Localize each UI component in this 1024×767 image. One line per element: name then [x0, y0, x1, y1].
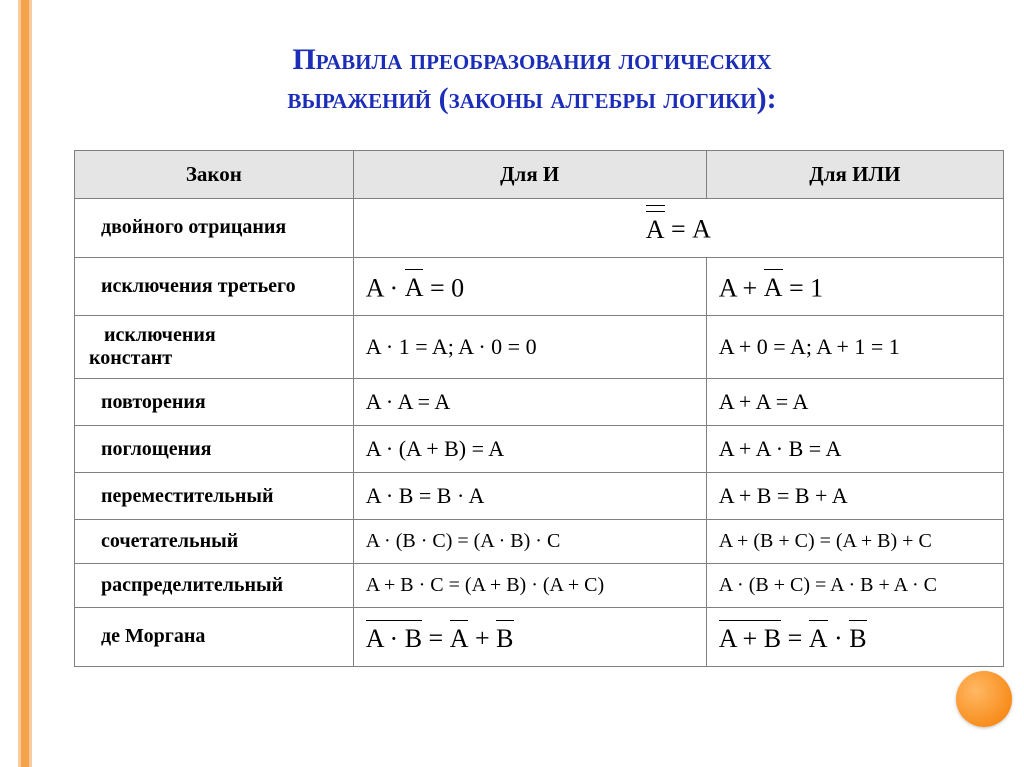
- eq: =: [781, 624, 809, 653]
- law-name: повторения: [75, 379, 354, 426]
- laws-table: Закон Для И Для ИЛИ двойного отрицания A…: [74, 150, 1004, 667]
- overline-ab: A + B: [719, 622, 781, 654]
- formula-and: A · A = 0: [353, 257, 706, 316]
- law-name: исключения констант: [75, 316, 354, 379]
- formula-or: A + (B + C) = (A + B) + C: [706, 520, 1003, 564]
- decor-stripe-inner: [21, 0, 29, 767]
- eq: =: [422, 624, 450, 653]
- law-name: де Моргана: [75, 608, 354, 667]
- formula-or: A + A = A: [706, 379, 1003, 426]
- page-title: Правила преобразования логических выраже…: [60, 40, 1004, 118]
- row-commutative: переместительный A · B = B · A A + B = B…: [75, 473, 1004, 520]
- table-header-row: Закон Для И Для ИЛИ: [75, 151, 1004, 199]
- title-line-1: Правила преобразования логических: [292, 43, 771, 76]
- overline-a: A: [405, 272, 424, 304]
- formula-and: A · B = B · A: [353, 473, 706, 520]
- overline-double: A: [646, 213, 665, 245]
- formula-and: A · (B · C) = (A · B) · C: [353, 520, 706, 564]
- formula-double-negation: A = A: [353, 199, 1003, 258]
- row-excluded-middle: исключения третьего A · A = 0 A + A = 1: [75, 257, 1004, 316]
- formula-and: A · 1 = A; A · 0 = 0: [353, 316, 706, 379]
- formula-and: A + B · C = (A + B) · (A + C): [353, 564, 706, 608]
- row-double-negation: двойного отрицания A = A: [75, 199, 1004, 258]
- row-absorption: поглощения A · (A + B) = A A + A · B = A: [75, 426, 1004, 473]
- row-de-morgan: де Моргана A · B = A + B A + B = A · B: [75, 608, 1004, 667]
- formula-or: A + B = A · B: [706, 608, 1003, 667]
- law-name: поглощения: [75, 426, 354, 473]
- overline-a: A: [450, 622, 469, 654]
- law-name-line2: констант: [89, 347, 172, 369]
- formula-and: A · A = A: [353, 379, 706, 426]
- overline-a: A: [809, 622, 828, 654]
- header-and: Для И: [353, 151, 706, 199]
- rest: = 0: [423, 273, 464, 302]
- row-idempotent: повторения A · A = A A + A = A: [75, 379, 1004, 426]
- overline-b: B: [849, 622, 866, 654]
- decor-circle-icon: [956, 671, 1012, 727]
- header-law: Закон: [75, 151, 354, 199]
- law-name: переместительный: [75, 473, 354, 520]
- law-name: сочетательный: [75, 520, 354, 564]
- law-name: исключения третьего: [75, 257, 354, 316]
- header-or: Для ИЛИ: [706, 151, 1003, 199]
- dot: ·: [828, 624, 850, 653]
- row-associative: сочетательный A · (B · C) = (A · B) · C …: [75, 520, 1004, 564]
- overline-a: A: [764, 272, 783, 304]
- row-constants: исключения констант A · 1 = A; A · 0 = 0…: [75, 316, 1004, 379]
- overline-ab: A · B: [366, 622, 422, 654]
- title-line-2: выражений (законы алгебры логики):: [287, 82, 776, 115]
- overline-b: B: [496, 622, 513, 654]
- law-name: распределительный: [75, 564, 354, 608]
- lhs: A ·: [366, 273, 405, 302]
- formula-or: A + 0 = A; A + 1 = 1: [706, 316, 1003, 379]
- formula-or: A · (B + C) = A · B + A · C: [706, 564, 1003, 608]
- formula-or: A + A = 1: [706, 257, 1003, 316]
- rest: = 1: [783, 273, 824, 302]
- row-distributive: распределительный A + B · C = (A + B) · …: [75, 564, 1004, 608]
- laws-table-wrap: Закон Для И Для ИЛИ двойного отрицания A…: [74, 150, 1004, 667]
- formula-or: A + A · B = A: [706, 426, 1003, 473]
- plus: +: [468, 624, 496, 653]
- formula-and: A · (A + B) = A: [353, 426, 706, 473]
- formula-or: A + B = B + A: [706, 473, 1003, 520]
- lhs: A +: [719, 273, 764, 302]
- law-name-line1: исключения: [104, 324, 216, 346]
- formula-and: A · B = A + B: [353, 608, 706, 667]
- law-name: двойного отрицания: [75, 199, 354, 258]
